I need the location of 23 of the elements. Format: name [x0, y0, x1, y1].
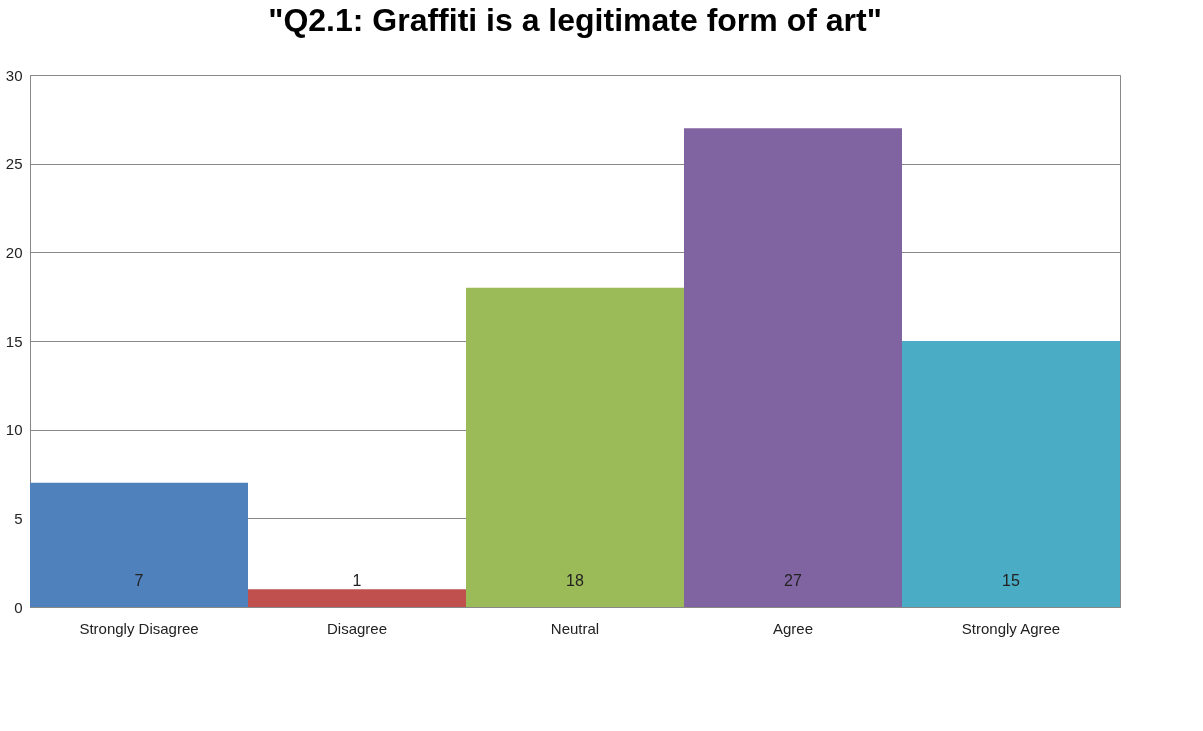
data-label: 27 — [784, 572, 802, 589]
data-label: 7 — [134, 572, 144, 589]
bar — [248, 589, 466, 607]
data-label: 15 — [1002, 572, 1020, 589]
y-tick-label: 0 — [14, 598, 23, 616]
y-tick-label: 5 — [14, 509, 23, 527]
x-tick-label: Neutral — [550, 619, 600, 637]
x-tick-label: Strongly Agree — [961, 619, 1061, 637]
y-tick-label: 20 — [5, 243, 23, 261]
x-tick-label: Strongly Disagree — [79, 619, 199, 637]
data-label: 18 — [566, 572, 584, 589]
chart-title: "Q2.1: Graffiti is a legitimate form of art" — [268, 2, 882, 38]
y-tick-label: 25 — [5, 155, 23, 173]
data-label: 1 — [352, 572, 362, 589]
y-tick-label: 10 — [5, 421, 23, 439]
x-tick-label: Agree — [772, 619, 814, 637]
x-tick-label: Disagree — [326, 619, 388, 637]
y-tick-label: 15 — [5, 332, 23, 350]
y-tick-label: 30 — [5, 66, 23, 84]
bar — [30, 482, 248, 607]
bar — [902, 341, 1120, 607]
bar — [684, 128, 902, 607]
bar — [466, 287, 684, 607]
